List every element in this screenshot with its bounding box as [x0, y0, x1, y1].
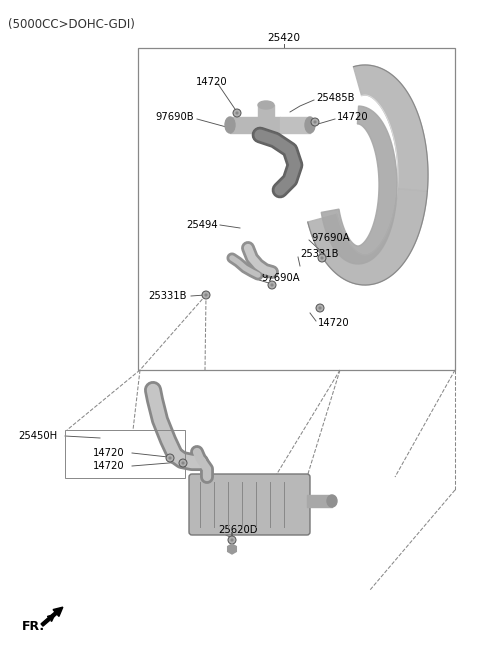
- Text: 14720: 14720: [318, 318, 349, 328]
- Ellipse shape: [305, 117, 315, 133]
- Text: 25450H: 25450H: [18, 431, 57, 441]
- FancyBboxPatch shape: [189, 474, 310, 535]
- Circle shape: [313, 120, 317, 124]
- Circle shape: [270, 283, 274, 286]
- Bar: [138, 48, 455, 370]
- Bar: [65, 430, 185, 478]
- Text: 25620D: 25620D: [218, 525, 257, 535]
- Text: 97690A: 97690A: [261, 273, 300, 283]
- Text: 97690A: 97690A: [311, 233, 349, 243]
- Ellipse shape: [258, 101, 274, 109]
- Polygon shape: [308, 189, 427, 285]
- Circle shape: [318, 306, 322, 309]
- Circle shape: [204, 294, 207, 296]
- Circle shape: [228, 536, 236, 544]
- Circle shape: [235, 112, 239, 114]
- Circle shape: [181, 461, 185, 464]
- Circle shape: [230, 538, 234, 541]
- Text: 14720: 14720: [93, 448, 125, 458]
- Text: 14720: 14720: [93, 461, 125, 471]
- Polygon shape: [353, 65, 428, 191]
- Ellipse shape: [327, 495, 337, 507]
- Circle shape: [166, 454, 174, 462]
- Circle shape: [321, 256, 324, 260]
- Text: 25494: 25494: [186, 220, 217, 230]
- Circle shape: [311, 118, 319, 126]
- Text: 14720: 14720: [196, 77, 228, 87]
- Circle shape: [202, 291, 210, 299]
- Circle shape: [316, 304, 324, 312]
- Text: 25331B: 25331B: [300, 249, 338, 259]
- Circle shape: [318, 254, 326, 262]
- Circle shape: [233, 109, 241, 117]
- Ellipse shape: [225, 117, 235, 133]
- Circle shape: [179, 459, 187, 467]
- Text: 25331B: 25331B: [148, 291, 187, 301]
- FancyArrow shape: [41, 607, 63, 626]
- Circle shape: [168, 457, 172, 460]
- Text: (5000CC>DOHC-GDI): (5000CC>DOHC-GDI): [8, 18, 135, 31]
- Circle shape: [268, 281, 276, 289]
- Text: FR.: FR.: [22, 620, 45, 633]
- Text: 25485B: 25485B: [316, 93, 355, 103]
- Text: 14720: 14720: [337, 112, 369, 122]
- Text: 25420: 25420: [267, 33, 300, 43]
- Text: 97690B: 97690B: [155, 112, 193, 122]
- Polygon shape: [321, 106, 397, 264]
